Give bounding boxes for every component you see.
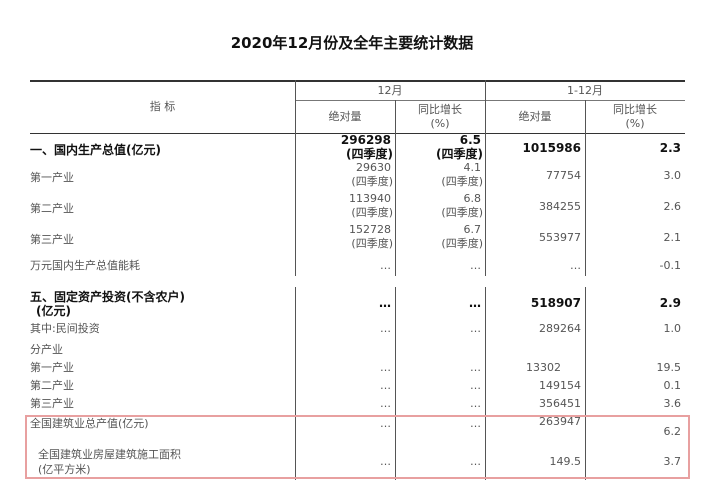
row-label: 五、固定资产投资(不含农户) [30, 290, 185, 304]
dec-abs: … [380, 322, 391, 335]
quarter-note: (四季度) [441, 206, 483, 219]
col-divider [295, 80, 296, 276]
dec-yoy: … [470, 361, 481, 374]
quarter-note: (四季度) [441, 175, 483, 188]
dec-abs: 113940 [349, 192, 391, 205]
quarter-note: (四季度) [441, 237, 483, 250]
dec-yoy: … [470, 322, 481, 335]
row-label: 第一产业 [30, 171, 74, 184]
dec-yoy: … [470, 259, 481, 272]
dec-abs: … [380, 417, 391, 430]
quarter-note: (四季度) [346, 147, 393, 161]
header-abs: 绝对量 [518, 110, 552, 123]
ytd-yoy: 2.1 [663, 231, 682, 244]
row-label: 第三产业 [30, 397, 74, 410]
dec-yoy: 6.8 [463, 192, 482, 205]
dec-yoy: 4.1 [463, 161, 482, 174]
ytd-yoy: 3.7 [663, 455, 682, 468]
row-label: 万元国内生产总值能耗 [30, 259, 140, 272]
quarter-note: (四季度) [351, 206, 393, 219]
header-divider [295, 100, 685, 101]
ytd-yoy: 2.6 [663, 200, 682, 213]
dec-yoy: 6.7 [463, 223, 482, 236]
ytd-abs: 289264 [539, 322, 581, 335]
col-divider [395, 100, 396, 276]
ytd-abs: 553977 [539, 231, 581, 244]
ytd-yoy: 0.1 [663, 379, 682, 392]
quarter-note: (四季度) [351, 175, 393, 188]
dec-abs: 152728 [349, 223, 391, 236]
row-label: 第三产业 [30, 233, 74, 246]
ytd-yoy: 2.3 [659, 141, 681, 155]
dec-yoy: … [470, 379, 481, 392]
header-pct: (%) [430, 117, 450, 130]
header-abs: 绝对量 [328, 110, 362, 123]
quarter-note: (四季度) [351, 237, 393, 250]
ytd-abs: 149154 [539, 379, 581, 392]
ytd-abs: 518907 [530, 296, 581, 310]
header-indicator: 指 标 [149, 100, 176, 113]
dec-abs: … [379, 296, 391, 310]
ytd-yoy: 1.0 [663, 322, 682, 335]
row-label: 分产业 [30, 343, 63, 356]
dec-abs: … [380, 379, 391, 392]
row-label: 全国建筑业房屋建筑施工面积 [38, 448, 181, 461]
dec-abs: 29630 [356, 161, 391, 174]
row-label: 一、国内生产总值(亿元) [30, 143, 161, 157]
dec-abs: 296298 [340, 133, 391, 147]
page-title: 2020年12月份及全年主要统计数据 [230, 34, 474, 52]
dec-yoy: … [469, 296, 481, 310]
ytd-yoy: 6.2 [663, 425, 682, 438]
dec-abs: … [380, 361, 391, 374]
header-yoy: 同比增长 [613, 103, 657, 116]
header-yoy: 同比增长 [418, 103, 462, 116]
ytd-yoy: 19.5 [656, 361, 682, 374]
row-label: 全国建筑业总产值(亿元) [30, 417, 149, 430]
col-divider [485, 287, 486, 480]
header-bottom-rule [30, 133, 685, 134]
header-pct: (%) [625, 117, 645, 130]
row-label: 第二产业 [30, 202, 74, 215]
quarter-note: (四季度) [436, 147, 483, 161]
ytd-yoy: 3.0 [663, 169, 682, 182]
dec-abs: … [380, 259, 391, 272]
table-top-rule [30, 80, 685, 82]
ytd-abs: … [570, 259, 581, 272]
row-label: 其中:民间投资 [30, 322, 100, 335]
ytd-yoy: 2.9 [659, 296, 681, 310]
header-jan-dec: 1-12月 [567, 84, 603, 97]
col-divider [585, 100, 586, 276]
col-divider [395, 287, 396, 480]
row-label: 第二产业 [30, 379, 74, 392]
dec-abs: … [380, 455, 391, 468]
ytd-abs: 263947 [539, 415, 581, 428]
row-label: 第一产业 [30, 361, 74, 374]
ytd-yoy: -0.1 [659, 259, 681, 272]
dec-yoy: … [470, 417, 481, 430]
row-label-unit: (亿平方米) [38, 463, 91, 476]
row-label-unit: (亿元) [36, 304, 71, 318]
ytd-abs: 13302 [526, 361, 561, 374]
dec-yoy: … [470, 455, 481, 468]
ytd-abs: 356451 [539, 397, 581, 410]
dec-abs: … [380, 397, 391, 410]
ytd-abs: 1015986 [522, 141, 581, 155]
ytd-abs: 77754 [546, 169, 581, 182]
col-divider [585, 287, 586, 480]
highlight-box [25, 415, 690, 479]
header-december: 12月 [377, 84, 403, 97]
col-divider [485, 80, 486, 276]
ytd-abs: 384255 [539, 200, 581, 213]
ytd-abs: 149.5 [549, 455, 582, 468]
dec-yoy: 6.5 [459, 133, 481, 147]
ytd-yoy: 3.6 [663, 397, 682, 410]
col-divider [295, 287, 296, 480]
dec-yoy: … [470, 397, 481, 410]
